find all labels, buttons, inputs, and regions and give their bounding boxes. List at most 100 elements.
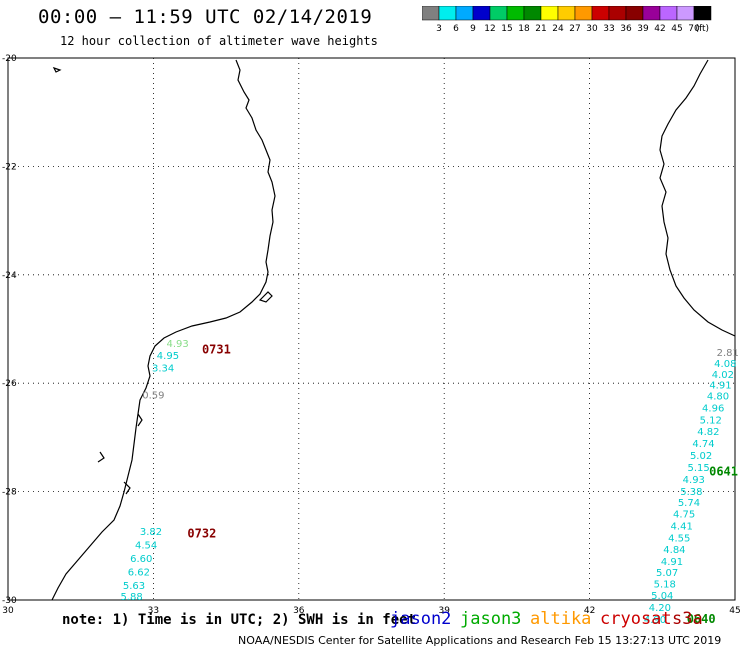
colorbar-label: 24 [552,24,564,34]
wave-height-label: 3.82 [140,527,162,538]
wave-height-label: 5.12 [700,415,722,426]
wave-height-label: 4.93 [683,475,705,486]
colorbar: 3 6 9 12 15 18 21 24 27 30 33 36 39 42 45 70(ft) [422,6,712,34]
wave-height-label: 4.08 [714,359,736,370]
colorbar-label: 39 [637,24,649,34]
pass-time-label: 0732 [187,527,216,541]
wave-height-label: 4.93 [167,339,189,350]
colorbar-swatch [506,6,525,21]
wave-height-label: 4.91 [709,381,731,392]
wave-height-label: 6.62 [128,568,150,579]
wave-height-label: 4.74 [692,439,714,450]
wave-height-label: 5.15 [688,463,710,474]
lon-tick-label: 30 [2,606,14,616]
colorbar-swatch [574,6,593,21]
wave-height-label: 5.74 [678,498,700,509]
colorbar-swatch [557,6,576,21]
wave-height-label: 5.04 [651,591,673,602]
colorbar-label: 18 [518,24,530,34]
wave-height-label: 4.41 [671,522,693,533]
lat-tick-label: -22 [2,162,17,172]
pass-times: 0731 0732 0641 0640 [187,342,738,625]
page-subtitle: 12 hour collection of altimeter wave hei… [60,34,378,48]
colorbar-swatch [676,6,695,21]
wave-height-label: 6.60 [130,554,152,565]
colorbar-label: 3 [436,24,442,34]
wave-height-label: 4.91 [661,557,683,568]
wave-height-label: 5.38 [680,487,702,498]
lat-tick-label: -24 [2,271,17,281]
wave-height-label: 5.88 [120,592,142,603]
wave-height-label: 5.07 [656,568,678,579]
pass-time-label: 0641 [709,464,738,478]
colorbar-swatch [472,6,491,21]
credit-line: NOAA/NESDIS Center for Satellite Applica… [238,634,722,647]
wave-height-label: 2.81 [717,348,739,359]
colorbar-label: 33 [603,24,614,34]
colorbar-label: 70 [688,24,700,34]
colorbar-swatch [659,6,678,21]
pass-time-label: 0731 [202,342,231,356]
wave-height-label: 4.54 [135,541,157,552]
colorbar-swatch [438,6,457,21]
wave-height-label: 4.82 [697,427,719,438]
wave-height-label: 0.59 [142,390,164,401]
legend-s3a: s3a [672,609,703,629]
wave-height-label: 4.90 [644,615,666,626]
wave-height-label: 4.96 [702,403,724,414]
lat-tick-label: -28 [2,488,17,498]
colorbar-swatch [608,6,627,21]
wave-height-label: 5.02 [690,451,712,462]
colorbar-label: 6 [453,24,459,34]
colorbar-label: 42 [654,24,665,34]
colorbar-swatch [591,6,610,21]
colorbar-swatch [625,6,644,21]
lat-tick-label: -26 [2,379,17,389]
lon-tick-label: 42 [584,606,595,616]
colorbar-swatch [642,6,661,21]
colorbar-swatch [540,6,559,21]
lon-tick-label: 36 [293,606,305,616]
colorbar-label: 15 [501,24,512,34]
colorbar-label: 12 [484,24,495,34]
wave-height-label: 3.34 [152,363,174,374]
note-text: note: 1) Time is in UTC; 2) SWH is in fe… [62,612,417,628]
graticule [7,57,736,601]
colorbar-label: 45 [671,24,682,34]
colorbar-swatch [523,6,542,21]
colorbar-swatch [422,6,440,21]
wave-height-observations: 4.934.953.340.593.824.546.606.625.635.88… [120,339,738,626]
lon-tick-label: 39 [438,606,450,616]
colorbar-label: 30 [586,24,598,34]
colorbar-label: 21 [535,24,546,34]
lon-tick-label: 45 [729,606,740,616]
wave-height-label: 5.63 [123,581,145,592]
colorbar-label: 27 [569,24,580,34]
coastline [51,59,736,601]
legend-jason3: jason3 [460,609,522,629]
wave-height-label: 5.18 [654,580,676,591]
lat-tick-label: -20 [2,54,17,64]
wave-height-label: 4.95 [157,351,179,362]
colorbar-swatch [489,6,508,21]
wave-height-label: 4.80 [707,391,729,402]
colorbar-unit: (ft) [695,24,709,34]
page-title: 00:00 – 11:59 UTC 02/14/2019 [38,6,373,28]
legend-altika: altika [530,609,592,629]
wave-height-label: 4.75 [673,510,695,521]
wave-height-label: 4.02 [712,370,734,381]
wave-height-label: 4.20 [649,603,671,614]
colorbar-swatch [455,6,474,21]
colorbar-swatch [693,6,712,21]
map-frame [7,57,736,601]
pass-time-label: 0640 [687,612,716,626]
legend-jason2: jason2 [390,609,452,629]
wave-height-label: 4.55 [668,533,690,544]
lon-tick-label: 33 [148,606,159,616]
wave-height-label: 4.84 [663,545,685,556]
legend-cryosat: cryosat [600,609,672,629]
colorbar-label: 36 [620,24,632,34]
lat-tick-label: -30 [2,596,17,606]
colorbar-label: 9 [470,24,476,34]
